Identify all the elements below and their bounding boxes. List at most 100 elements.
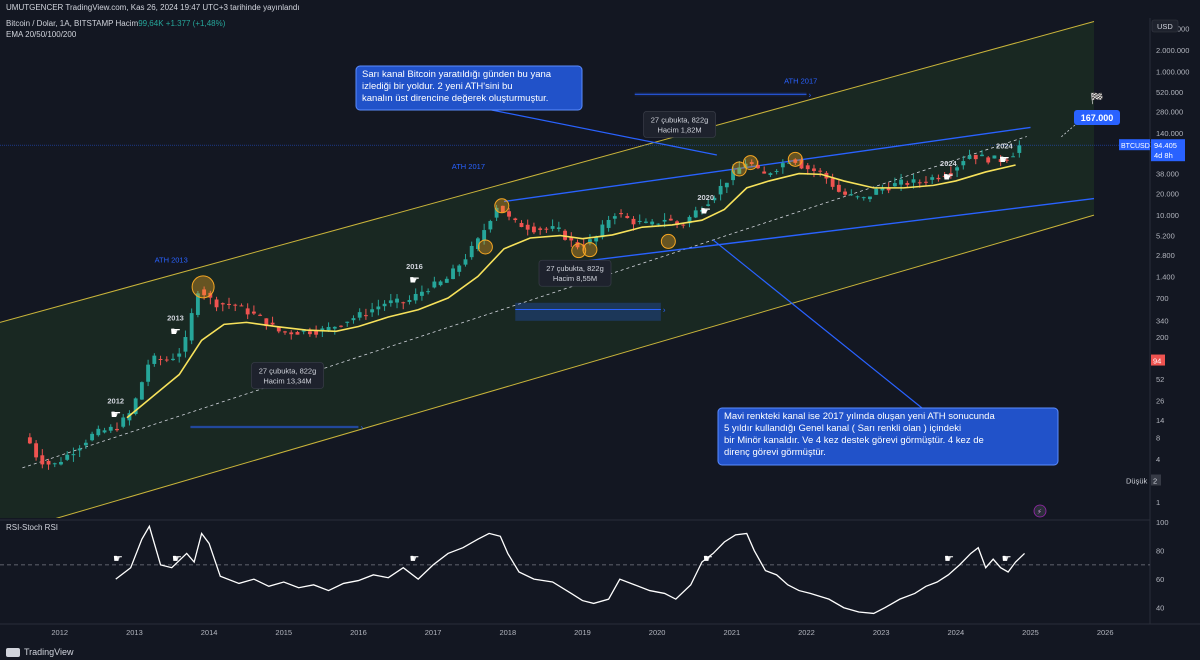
price-tick-label: 10.000 (1156, 211, 1179, 220)
range-box (515, 302, 661, 321)
candle-body (606, 219, 611, 228)
candle-body (245, 308, 250, 315)
candle-body (52, 463, 57, 465)
hand-2020-icon: ☛ (700, 204, 711, 218)
candle-body (301, 330, 306, 332)
hand-2024-icon: ☛ (943, 170, 954, 184)
indicator-line[interactable]: EMA 20/50/100/200 (6, 30, 77, 39)
candle-body (762, 171, 767, 174)
year-label: 2024 (996, 141, 1014, 150)
candle-body (843, 191, 848, 195)
time-tick-label: 2020 (649, 628, 666, 637)
rsi-hand-icon: ☛ (944, 552, 954, 565)
candle-body (712, 197, 717, 201)
last-symbol: BTCUSD (1121, 143, 1150, 150)
candle-body (948, 173, 953, 175)
candle-body (96, 428, 101, 436)
symbol-line[interactable]: Bitcoin / Dolar, 1A, BITSTAMP Hacim (6, 19, 139, 28)
candle-body (569, 236, 574, 241)
price-tick-label: 1 (1156, 498, 1160, 507)
candle-body (718, 185, 723, 195)
candle-body (183, 337, 188, 352)
candle-body (774, 170, 779, 172)
lightning-icon: ⚡ (1037, 508, 1042, 516)
candle-body (395, 298, 399, 303)
candle-body (469, 245, 474, 258)
range-arrow-icon: › (360, 423, 363, 432)
candle-body (251, 311, 256, 314)
candle-body (1011, 156, 1016, 158)
brand-name[interactable]: TradingView (24, 647, 74, 657)
price-tick-label: 5.200 (1156, 232, 1175, 241)
rsi-title: RSI-Stoch RSI (6, 523, 58, 532)
candle-body (588, 239, 592, 244)
touch-point-marker (660, 233, 676, 249)
range-stats-line1: 27 çubukta, 822g (259, 367, 317, 376)
time-tick-label: 2019 (574, 628, 591, 637)
candle-body (59, 461, 63, 465)
candle-body (482, 230, 487, 241)
candle-body (314, 330, 319, 335)
callout-line: direnç görevi görmüştür. (724, 447, 826, 458)
candle-body (451, 268, 455, 280)
candle-body (531, 226, 536, 233)
candle-body (905, 183, 910, 185)
rsi-line (115, 524, 1025, 615)
rsi-tick-label: 40 (1156, 604, 1164, 613)
candle-body (339, 325, 343, 327)
candle-body (258, 314, 263, 316)
candle-body (376, 306, 381, 310)
candle-body (874, 188, 879, 195)
candle-body (40, 455, 45, 465)
candle-body (121, 417, 126, 427)
price-tick-label: 8 (1156, 433, 1160, 442)
candle-body (700, 210, 704, 212)
callout-text[interactable]: Mavi renkteki kanal ise 2017 yılında olu… (724, 411, 995, 458)
candle-body (886, 188, 891, 191)
flag-price-box (1074, 110, 1120, 125)
candle-body (146, 364, 151, 382)
candle-body (868, 196, 872, 200)
year-label: 2016 (406, 262, 423, 271)
candle-body (731, 170, 735, 181)
candle-body (768, 173, 773, 175)
callout-line: Sarı kanal Bitcoin yaratıldığı günden bu… (362, 69, 552, 80)
candle-body (239, 305, 244, 307)
candle-body (1017, 145, 1022, 153)
candle-body (942, 175, 947, 177)
rsi-tick-label: 100 (1156, 518, 1169, 527)
candle-body (388, 300, 393, 304)
candle-body (650, 221, 655, 225)
last-price-time: 4d 8h (1154, 151, 1173, 160)
ema-line (126, 164, 1016, 419)
callout-pointer (491, 109, 718, 156)
candle-body (401, 302, 406, 304)
time-tick-label: 2026 (1097, 628, 1114, 637)
candle-body (351, 318, 356, 321)
candle-body (855, 196, 860, 198)
candle-body (619, 213, 623, 215)
candle-body (756, 164, 760, 169)
candle-body (594, 236, 599, 242)
candle-body (65, 454, 70, 460)
candle-body (289, 332, 294, 335)
candle-body (102, 430, 107, 433)
candle-body (357, 312, 362, 318)
callout-text[interactable]: Sarı kanal Bitcoin yaratıldığı günden bu… (362, 69, 552, 104)
ath-2017-top-label: ATH 2017 (784, 77, 817, 86)
candle-body (955, 167, 960, 171)
time-tick-label: 2025 (1022, 628, 1039, 637)
price-tick-label: 52 (1156, 375, 1164, 384)
candle-body (407, 299, 412, 302)
candle-body (177, 353, 182, 357)
candle-body (724, 182, 729, 188)
range-stats-line1: 27 çubukta, 822g (546, 264, 604, 273)
callout-box (717, 407, 1059, 466)
range-stats-line2: Hacim 1,82M (657, 125, 701, 134)
candle-body (127, 413, 132, 421)
hand-2016-icon: ☛ (409, 273, 420, 287)
rsi-hand-icon: ☛ (1002, 552, 1012, 565)
candle-body (133, 398, 138, 414)
